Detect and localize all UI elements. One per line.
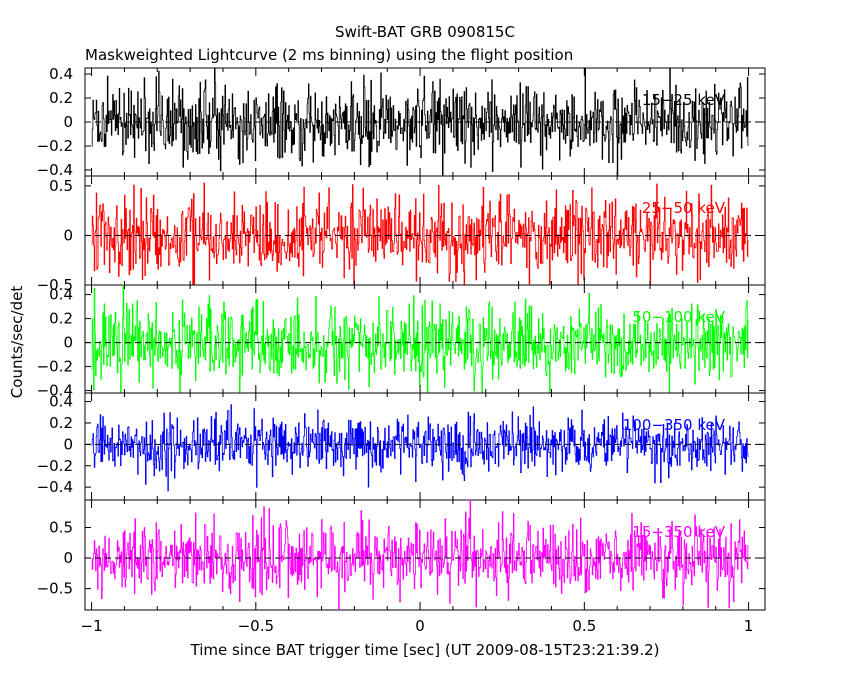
x-axis: −1 −0.5 0 0.5 1 [81,617,754,635]
x-tick-label: 0.5 [572,617,596,635]
y-tick-label: 0 [63,435,73,453]
y-tick-label: 0.5 [49,177,73,195]
chart-subtitle: Maskweighted Lightcurve (2 ms binning) u… [85,46,573,64]
y-tick-label: 0.2 [49,310,73,328]
series-line-3 [91,404,749,492]
y-tick-label: 0.2 [49,89,73,107]
panel-0: 0.4 0.2 0 −0.2 −0.4 15−25 keV [37,65,766,179]
chart-title: Swift-BAT GRB 090815C [335,23,515,41]
y-tick-label: 0.4 [49,65,73,83]
y-tick-label: 0 [63,113,73,131]
y-tick-label: −0.2 [37,358,73,376]
band-label-4: 15−350 keV [632,523,725,541]
y-tick-label: −0.4 [37,382,73,400]
y-tick-label: 0 [63,226,73,244]
x-tick-label: −0.5 [238,617,274,635]
y-tick-label: −0.2 [37,137,73,155]
band-label-0: 15−25 keV [642,91,726,109]
panel-3: 0.4 0.2 0 −0.2 −0.4 100−350 keV [37,392,766,501]
y-tick-label: −0.2 [37,457,73,475]
x-tick-label: 1 [744,617,754,635]
x-tick-label: 0 [415,617,425,635]
y-tick-label: 0 [63,334,73,352]
band-label-3: 100−350 keV [623,416,726,434]
y-tick-label: −0.5 [37,276,73,294]
y-tick-label: −0.5 [37,580,73,598]
series-line-1 [91,182,749,286]
y-tick-label: 0.2 [49,414,73,432]
y-tick-label: 0 [63,549,73,567]
band-label-1: 25−50 keV [642,199,726,217]
x-tick-label: −1 [81,617,103,635]
series-line-2 [91,284,749,394]
y-tick-label: 0.5 [49,519,73,537]
panel-1: 0.5 0 −0.5 25−50 keV [37,175,766,294]
y-tick-label: 0.4 [49,286,73,304]
panel-frame [84,499,766,611]
y-tick-label: −0.4 [37,478,73,496]
band-label-2: 50−100 keV [632,308,725,326]
series-line-4 [91,499,749,611]
y-tick-label: −0.4 [37,161,73,179]
panel-2: 0.4 0.2 0 −0.2 −0.4 50−100 keV [37,284,766,400]
panel-4: 0.5 0 −0.5 15−350 keV [37,499,766,611]
x-axis-label: Time since BAT trigger time [sec] (UT 20… [190,641,660,659]
panels-group: 0.4 0.2 0 −0.2 −0.4 15−25 keV 0.5 0 −0.5 25−50 ke… [37,65,766,611]
series-line-0 [91,67,749,177]
y-tick-label: 0.4 [49,393,73,411]
y-axis-label: Counts/sec/det [8,286,26,399]
